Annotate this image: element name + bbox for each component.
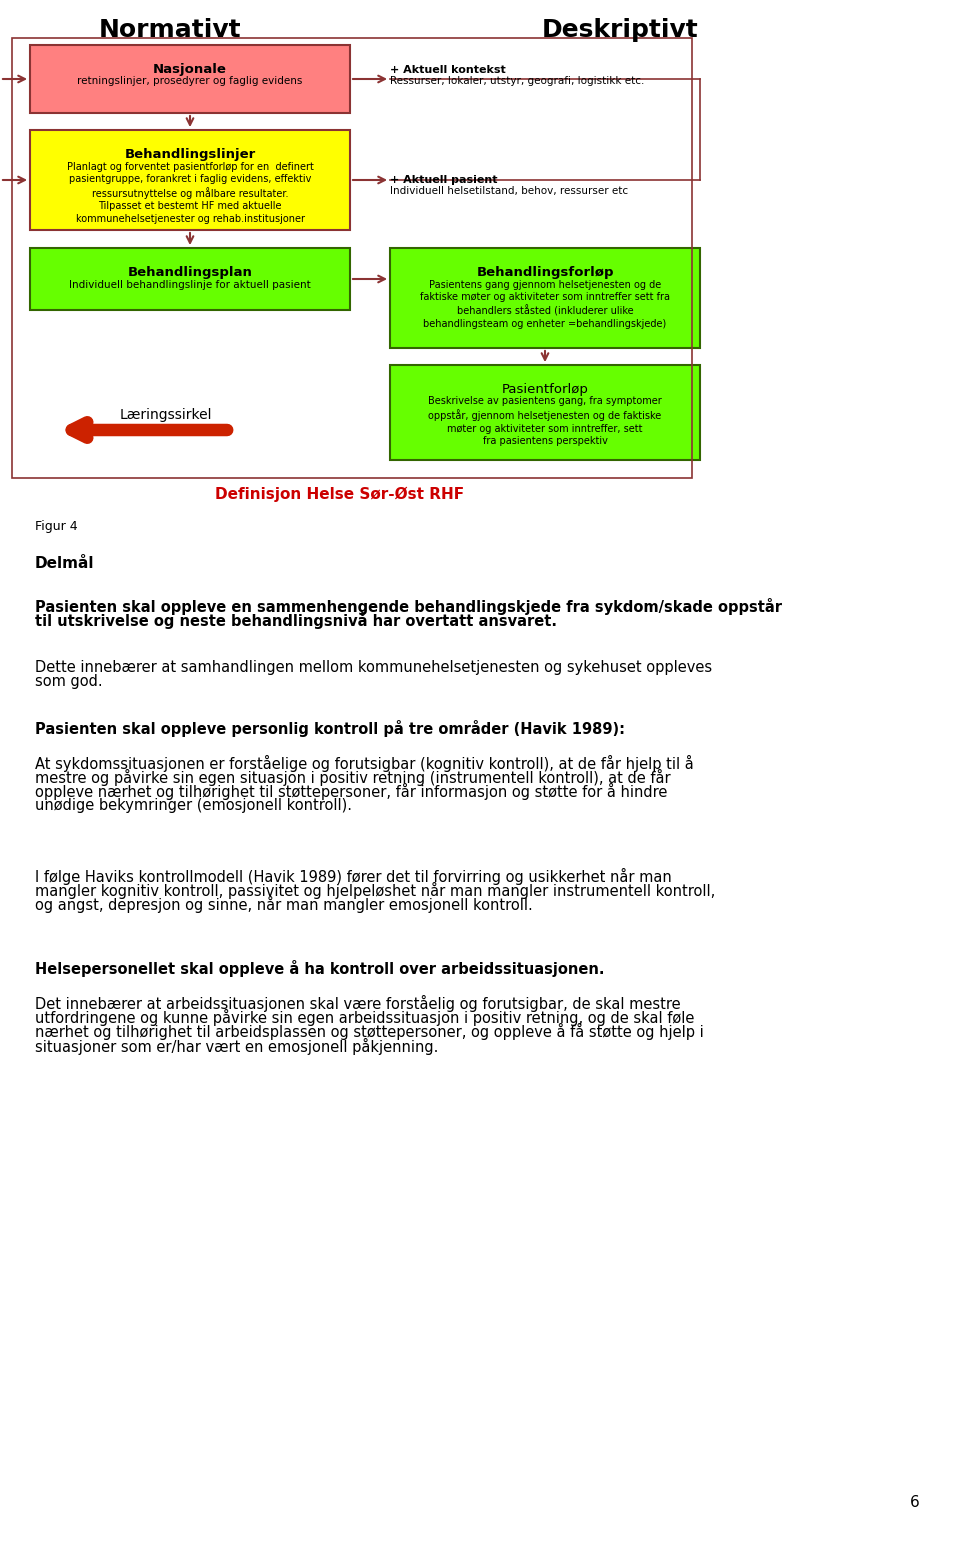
Text: Dette innebærer at samhandlingen mellom kommunehelsetjenesten og sykehuset opple: Dette innebærer at samhandlingen mellom … [35, 661, 712, 674]
Text: 6: 6 [910, 1494, 920, 1510]
Bar [30, 248, 350, 309]
Text: Delmål: Delmål [35, 555, 94, 571]
Bar [30, 130, 350, 231]
Text: mestre og påvirke sin egen situasjon i positiv retning (instrumentell kontroll),: mestre og påvirke sin egen situasjon i p… [35, 769, 671, 786]
Text: Behandlingslinjer: Behandlingslinjer [125, 149, 255, 161]
Text: unødige bekymringer (emosjonell kontroll).: unødige bekymringer (emosjonell kontroll… [35, 798, 352, 812]
Text: I følge Haviks kontrollmodell (Havik 1989) fører det til forvirring og usikkerhe: I følge Haviks kontrollmodell (Havik 198… [35, 868, 672, 885]
Text: som god.: som god. [35, 674, 103, 688]
Bar [30, 45, 350, 113]
Text: Normativt: Normativt [99, 19, 241, 42]
Text: + Aktuell kontekst: + Aktuell kontekst [390, 65, 506, 74]
Text: Behandlingsforløp: Behandlingsforløp [476, 266, 613, 278]
Text: Individuell helsetilstand, behov, ressurser etc: Individuell helsetilstand, behov, ressur… [390, 186, 628, 196]
Text: Pasienten skal oppleve en sammenhengende behandlingskjede fra sykdom/skade oppst: Pasienten skal oppleve en sammenhengende… [35, 599, 782, 616]
Text: Nasjonale: Nasjonale [153, 63, 227, 76]
Text: mangler kognitiv kontroll, passivitet og hjelpeløshet når man mangler instrument: mangler kognitiv kontroll, passivitet og… [35, 882, 715, 899]
Text: + Aktuell pasient: + Aktuell pasient [390, 175, 497, 186]
Text: retningslinjer, prosedyrer og faglig evidens: retningslinjer, prosedyrer og faglig evi… [78, 76, 302, 87]
Text: Figur 4: Figur 4 [35, 520, 78, 534]
Text: Definisjon Helse Sør-Øst RHF: Definisjon Helse Sør-Øst RHF [215, 487, 465, 503]
Text: Læringssirkel: Læringssirkel [120, 408, 212, 422]
Text: til utskrivelse og neste behandlingsnivå har overtatt ansvaret.: til utskrivelse og neste behandlingsnivå… [35, 613, 557, 630]
Text: og angst, depresjon og sinne, når man mangler emosjonell kontroll.: og angst, depresjon og sinne, når man ma… [35, 896, 533, 913]
Bar [390, 248, 700, 348]
Text: utfordringene og kunne påvirke sin egen arbeidssituasjon i positiv retning, og d: utfordringene og kunne påvirke sin egen … [35, 1009, 694, 1026]
Text: Deskriptivt: Deskriptivt [541, 19, 698, 42]
Text: Planlagt og forventet pasientforløp for en  definert
pasientgruppe, forankret i : Planlagt og forventet pasientforløp for … [66, 161, 313, 224]
Text: Ressurser, lokaler, utstyr, geografi, logistikk etc.: Ressurser, lokaler, utstyr, geografi, lo… [390, 76, 644, 87]
Text: Individuell behandlingslinje for aktuell pasient: Individuell behandlingslinje for aktuell… [69, 280, 311, 289]
Text: situasjoner som er/har vært en emosjonell påkjenning.: situasjoner som er/har vært en emosjonel… [35, 1038, 439, 1055]
Text: At sykdomssituasjonen er forståelige og forutsigbar (kognitiv kontroll), at de f: At sykdomssituasjonen er forståelige og … [35, 755, 694, 772]
Text: Pasienten skal oppleve personlig kontroll på tre områder (Havik 1989):: Pasienten skal oppleve personlig kontrol… [35, 719, 625, 736]
Text: Det innebærer at arbeidssituasjonen skal være forståelig og forutsigbar, de skal: Det innebærer at arbeidssituasjonen skal… [35, 995, 681, 1012]
Text: Pasientens gang gjennom helsetjenesten og de
faktiske møter og aktiviteter som i: Pasientens gang gjennom helsetjenesten o… [420, 280, 670, 328]
Bar [390, 365, 700, 459]
Text: Pasientforløp: Pasientforløp [501, 384, 588, 396]
Text: Beskrivelse av pasientens gang, fra symptomer
oppstår, gjennom helsetjenesten og: Beskrivelse av pasientens gang, fra symp… [428, 396, 661, 446]
Text: Behandlingsplan: Behandlingsplan [128, 266, 252, 278]
Text: nærhet og tilhørighet til arbeidsplassen og støttepersoner, og oppleve å få støt: nærhet og tilhørighet til arbeidsplassen… [35, 1024, 704, 1041]
Text: Helsepersonellet skal oppleve å ha kontroll over arbeidssituasjonen.: Helsepersonellet skal oppleve å ha kontr… [35, 961, 605, 978]
Text: oppleve nærhet og tilhørighet til støttepersoner, får informasjon og støtte for : oppleve nærhet og tilhørighet til støtte… [35, 783, 667, 800]
Bar [12, 39, 692, 478]
